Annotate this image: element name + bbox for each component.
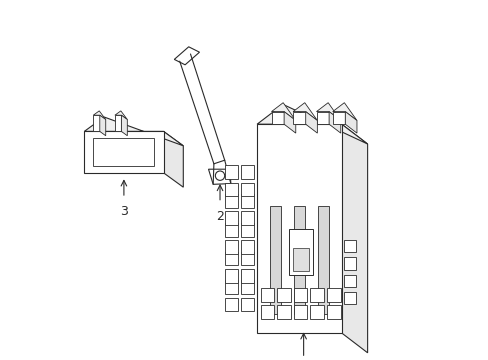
Bar [224,165,238,179]
Bar [240,280,254,294]
Bar [257,124,341,333]
Polygon shape [93,111,105,120]
Circle shape [215,171,224,180]
Bar [224,211,238,225]
Polygon shape [332,103,356,121]
Bar [317,206,328,314]
Bar [224,194,238,208]
Bar [277,305,290,319]
Polygon shape [257,104,367,144]
Bar [326,288,340,302]
Bar [260,305,274,319]
Bar [289,229,312,275]
Bar [343,292,355,304]
Polygon shape [316,112,328,124]
Polygon shape [115,115,121,131]
Bar [326,305,340,319]
Polygon shape [284,112,295,133]
Bar [224,269,238,283]
Bar [260,288,274,302]
Bar [240,165,254,179]
Polygon shape [174,47,199,65]
Bar [292,248,309,271]
Bar [293,305,307,319]
Bar [310,288,324,302]
Polygon shape [292,103,317,121]
Polygon shape [316,103,340,121]
Bar [93,138,154,166]
Bar [240,194,254,208]
Polygon shape [328,112,340,133]
Polygon shape [100,115,105,136]
Polygon shape [305,112,317,133]
Bar [240,252,254,265]
Polygon shape [84,117,183,146]
Polygon shape [271,103,295,121]
Bar [240,223,254,237]
Bar [224,183,238,196]
Polygon shape [345,112,356,133]
Bar [224,252,238,265]
Polygon shape [163,131,183,187]
Polygon shape [208,169,230,184]
Polygon shape [121,115,127,136]
Bar [224,240,238,254]
Bar [343,240,355,252]
Bar [224,223,238,237]
Bar [240,240,254,254]
Bar [310,305,324,319]
Polygon shape [93,115,100,131]
Bar [343,275,355,287]
Bar [269,206,281,314]
Polygon shape [332,112,345,124]
Polygon shape [271,112,284,124]
Bar [224,280,238,294]
Bar [224,298,238,311]
Text: 2: 2 [216,210,224,223]
Bar [240,211,254,225]
Bar [293,288,307,302]
Polygon shape [292,112,305,124]
Bar [240,269,254,283]
Bar [240,298,254,311]
Polygon shape [115,111,127,120]
Text: 3: 3 [120,205,127,218]
Bar [84,131,163,173]
Bar [277,288,290,302]
Polygon shape [341,124,367,353]
Bar [293,206,304,314]
Bar [240,183,254,196]
Bar [343,257,355,270]
